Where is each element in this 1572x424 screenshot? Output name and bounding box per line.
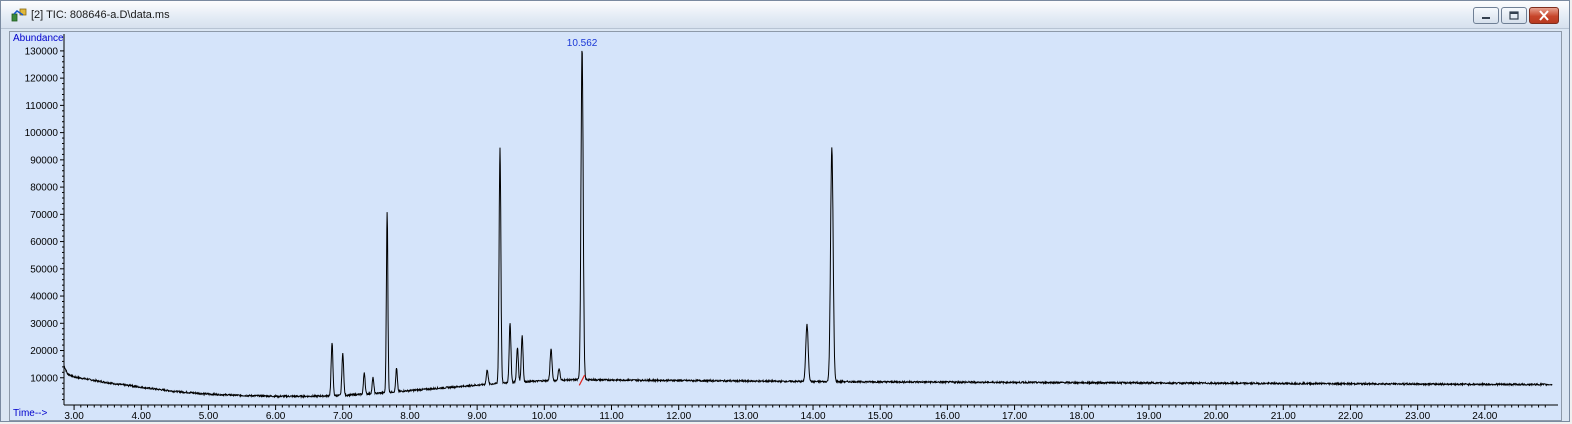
x-tick-label: 7.00 [333,411,353,420]
y-tick-label: 70000 [30,210,58,221]
x-tick-label: 18.00 [1069,411,1094,420]
x-tick-label: 16.00 [935,411,960,420]
x-tick-label: 14.00 [801,411,826,420]
y-axis-label: Abundance [13,33,64,44]
y-tick-label: 20000 [30,346,58,357]
maximize-button[interactable] [1501,7,1527,24]
x-ticks: 3.00 4.00 5.00 6.00 7.00 8.00 9.00 10.00 11.00 12… [64,405,1546,420]
chart-background [10,32,1561,420]
x-tick-label: 13.00 [733,411,758,420]
chemstation-icon [11,8,27,22]
y-tick-label: 80000 [30,183,58,194]
window-controls [1473,7,1559,24]
x-tick-label: 8.00 [400,411,420,420]
peak-label: 10.562 [567,38,598,49]
x-tick-label: 4.00 [132,411,152,420]
x-tick-label: 15.00 [868,411,893,420]
y-tick-label: 40000 [30,292,58,303]
y-tick-label: 10000 [30,373,58,384]
x-tick-label: 10.00 [532,411,557,420]
tic-chromatogram[interactable]: Abundance Time--> 10000 20000 30000 40000 50… [10,32,1561,420]
y-tick-label: 90000 [30,155,58,166]
y-tick-label: 30000 [30,319,58,330]
minimize-button[interactable] [1473,7,1499,24]
tic-trace [63,50,1553,399]
title-bar[interactable]: [2] TIC: 808646-a.D\data.ms [1,1,1569,29]
y-tick-label: 130000 [25,46,59,57]
y-ticks: 10000 20000 30000 40000 50000 60000 70000 80000… [25,46,64,401]
x-axis-label: Time--> [13,408,48,419]
close-icon [1539,10,1549,21]
x-tick-label: 22.00 [1338,411,1363,420]
x-tick-label: 5.00 [199,411,219,420]
minimize-icon [1482,17,1490,19]
x-tick-label: 19.00 [1136,411,1161,420]
x-tick-label: 3.00 [64,411,84,420]
y-tick-label: 60000 [30,237,58,248]
x-tick-label: 20.00 [1204,411,1229,420]
integration-baseline-marker [578,374,586,386]
x-tick-label: 12.00 [666,411,691,420]
x-tick-label: 9.00 [467,411,487,420]
y-tick-label: 50000 [30,264,58,275]
y-tick-label: 100000 [25,128,59,139]
close-button[interactable] [1529,7,1559,24]
x-tick-label: 6.00 [266,411,286,420]
x-tick-label: 17.00 [1002,411,1027,420]
peak-annotations: 10.562 [567,38,598,49]
y-tick-label: 110000 [25,101,58,112]
x-tick-label: 24.00 [1472,411,1497,420]
maximize-icon [1509,11,1519,20]
x-tick-label: 23.00 [1405,411,1430,420]
x-tick-label: 21.00 [1271,411,1296,420]
plot-area[interactable]: Abundance Time--> 10000 20000 30000 40000 50… [9,31,1562,421]
window-title: [2] TIC: 808646-a.D\data.ms [31,9,170,21]
x-tick-label: 11.00 [599,411,624,420]
y-tick-label: 120000 [25,74,59,85]
